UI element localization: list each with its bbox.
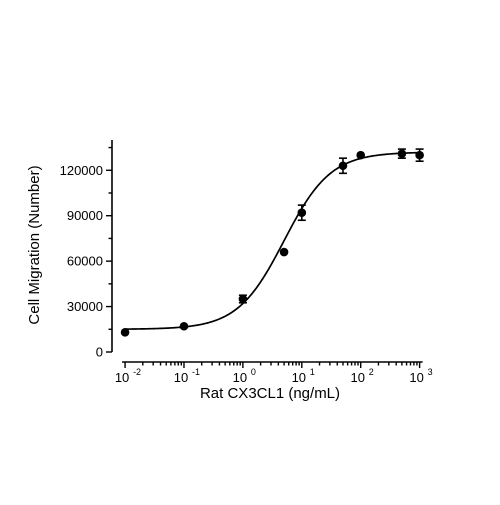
x-tick-label: 10 [350, 370, 364, 385]
x-tick-label: 10 [409, 370, 423, 385]
data-point [279, 247, 289, 257]
x-tick-exponent: 0 [251, 367, 256, 377]
x-tick-label: 10 [115, 370, 129, 385]
x-tick-label: 10 [174, 370, 188, 385]
x-tick-exponent: 1 [310, 367, 315, 377]
data-point [338, 161, 348, 171]
y-tick-label: 120000 [60, 163, 103, 178]
y-axis-title: Cell Migration (Number) [26, 165, 43, 324]
data-point [356, 150, 366, 160]
y-tick-label: 90000 [67, 208, 103, 223]
x-tick-label: 10 [292, 370, 306, 385]
data-point [297, 208, 307, 217]
fit-curve [125, 151, 420, 330]
data-point [415, 150, 424, 160]
y-tick-label: 60000 [67, 254, 103, 269]
curve-layer [125, 151, 420, 330]
y-tick-label: 0 [96, 345, 103, 360]
data-point [120, 328, 130, 337]
points-layer [120, 148, 424, 337]
data-point [179, 321, 189, 331]
x-axis-title: Rat CX3CL1 (ng/mL) [200, 385, 340, 402]
x-tick-exponent: -2 [133, 367, 141, 377]
y-tick-label: 30000 [67, 299, 103, 314]
x-tick-exponent: 2 [369, 367, 374, 377]
x-tick-exponent: -1 [192, 367, 200, 377]
x-tick-exponent: 3 [428, 367, 433, 377]
x-tick-label: 10 [233, 370, 247, 385]
data-point [238, 294, 248, 304]
data-point [397, 149, 407, 158]
